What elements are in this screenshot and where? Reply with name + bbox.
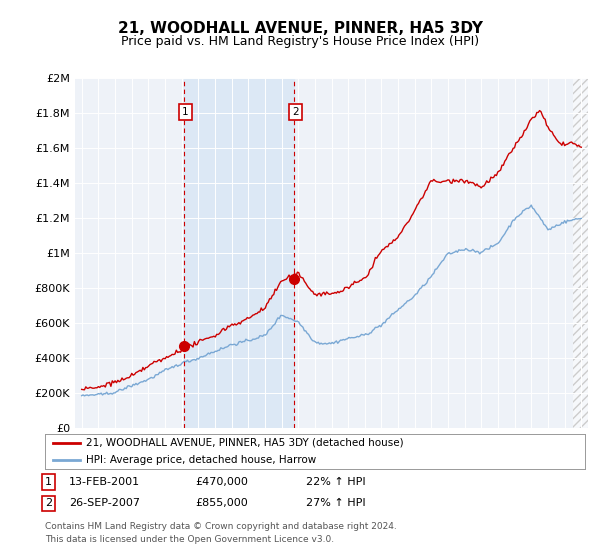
Text: 27% ↑ HPI: 27% ↑ HPI bbox=[306, 498, 365, 508]
Text: £855,000: £855,000 bbox=[195, 498, 248, 508]
Text: HPI: Average price, detached house, Harrow: HPI: Average price, detached house, Harr… bbox=[86, 455, 316, 465]
Text: This data is licensed under the Open Government Licence v3.0.: This data is licensed under the Open Gov… bbox=[45, 535, 334, 544]
Text: £470,000: £470,000 bbox=[195, 477, 248, 487]
Text: 21, WOODHALL AVENUE, PINNER, HA5 3DY: 21, WOODHALL AVENUE, PINNER, HA5 3DY bbox=[118, 21, 482, 36]
Text: 26-SEP-2007: 26-SEP-2007 bbox=[69, 498, 140, 508]
Text: 1: 1 bbox=[45, 477, 52, 487]
Text: Price paid vs. HM Land Registry's House Price Index (HPI): Price paid vs. HM Land Registry's House … bbox=[121, 35, 479, 48]
Text: 2: 2 bbox=[292, 106, 299, 116]
Text: 2: 2 bbox=[45, 498, 52, 508]
Text: 21, WOODHALL AVENUE, PINNER, HA5 3DY (detached house): 21, WOODHALL AVENUE, PINNER, HA5 3DY (de… bbox=[86, 438, 403, 447]
Text: 22% ↑ HPI: 22% ↑ HPI bbox=[306, 477, 365, 487]
Text: 13-FEB-2001: 13-FEB-2001 bbox=[69, 477, 140, 487]
Bar bbox=[573, 78, 588, 428]
Bar bbox=[573, 78, 588, 428]
Text: 1: 1 bbox=[182, 106, 188, 116]
Bar bbox=[184, 78, 293, 428]
Text: Contains HM Land Registry data © Crown copyright and database right 2024.: Contains HM Land Registry data © Crown c… bbox=[45, 522, 397, 531]
